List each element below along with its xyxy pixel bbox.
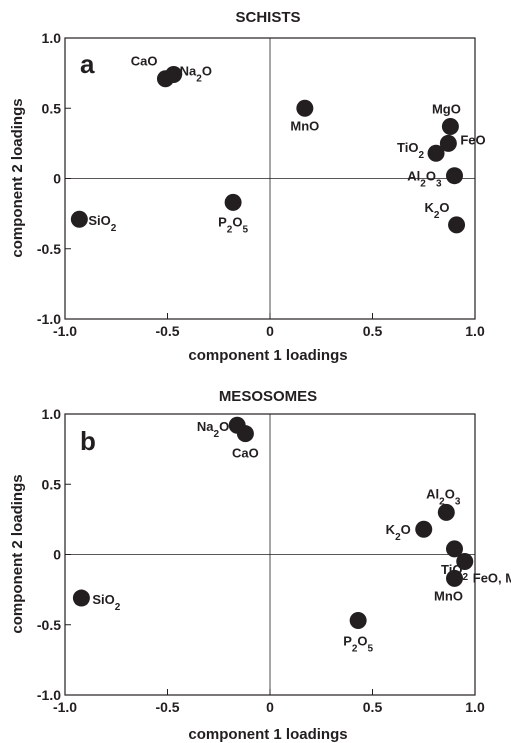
x-tick-label: 1.0: [465, 699, 485, 715]
y-tick-label: -1.0: [37, 687, 61, 703]
point-label: SiO2: [92, 592, 120, 613]
data-point: [296, 99, 314, 117]
point-label: CaO: [131, 54, 158, 69]
panel-b: MESOSOMES b component 1 loadings compone…: [9, 388, 511, 743]
point-label: P2O5: [343, 634, 373, 655]
x-tick-label: 0.5: [363, 323, 383, 339]
point-label: Al2O3: [426, 486, 461, 507]
x-tick-label: -0.5: [155, 323, 179, 339]
point-label: K2O: [386, 522, 411, 543]
data-point: [441, 118, 459, 136]
panel-letter: b: [80, 426, 96, 456]
y-tick-label: 0: [53, 171, 61, 187]
point-label: SiO2: [88, 213, 116, 234]
y-tick-label: -0.5: [37, 617, 61, 633]
data-point: [165, 66, 183, 84]
x-axis-label: component 1 loadings: [188, 347, 347, 364]
point-label: K2O: [424, 200, 449, 221]
x-tick-label: 0.5: [363, 699, 383, 715]
point-label: MnO: [434, 588, 463, 603]
y-axis-label: component 2 loadings: [9, 98, 26, 257]
y-tick-label: 0: [53, 547, 61, 563]
point-label: Na2O: [180, 64, 212, 85]
point-label: TiO2: [397, 140, 424, 161]
point-label: CaO: [232, 446, 259, 461]
y-tick-label: 0.5: [42, 476, 62, 492]
data-point: [415, 520, 433, 538]
data-point: [427, 144, 445, 162]
data-point: [446, 167, 463, 185]
data-point: [446, 569, 463, 587]
data-point: [72, 589, 90, 607]
y-tick-label: -0.5: [37, 241, 61, 257]
panel-title: MESOSOMES: [219, 388, 317, 405]
data-point: [446, 540, 463, 558]
data-point: [448, 216, 466, 234]
panel-title: SCHISTS: [235, 9, 300, 26]
data-point: [224, 193, 242, 211]
x-tick-label: 1.0: [465, 323, 485, 339]
point-label: FeO: [460, 132, 485, 147]
data-point: [236, 425, 254, 443]
x-axis-label: component 1 loadings: [188, 726, 347, 743]
y-tick-label: -1.0: [37, 311, 61, 327]
data-point: [439, 134, 457, 152]
point-label: MnO: [290, 118, 319, 133]
x-tick-label: 0: [266, 323, 274, 339]
y-axis-label: component 2 loadings: [9, 474, 26, 633]
x-tick-label: -1.0: [53, 699, 77, 715]
x-tick-label: 0: [266, 699, 274, 715]
point-label: MgO: [432, 102, 461, 117]
point-label: P2O5: [218, 214, 248, 235]
x-tick-label: -0.5: [155, 699, 179, 715]
y-tick-label: 1.0: [42, 406, 62, 422]
point-label: Al2O3: [407, 169, 442, 190]
data-point: [70, 210, 88, 228]
y-tick-label: 1.0: [42, 30, 62, 46]
x-tick-label: -1.0: [53, 323, 77, 339]
data-point: [349, 612, 367, 630]
data-point: [456, 553, 474, 571]
point-label: Na2O: [197, 419, 229, 440]
point-label: FeO, MgO: [473, 571, 511, 586]
panel-a: SCHISTS a component 1 loadings component…: [9, 9, 486, 364]
data-point: [437, 503, 455, 521]
panel-letter: a: [80, 49, 95, 79]
y-tick-label: 0.5: [42, 100, 62, 116]
